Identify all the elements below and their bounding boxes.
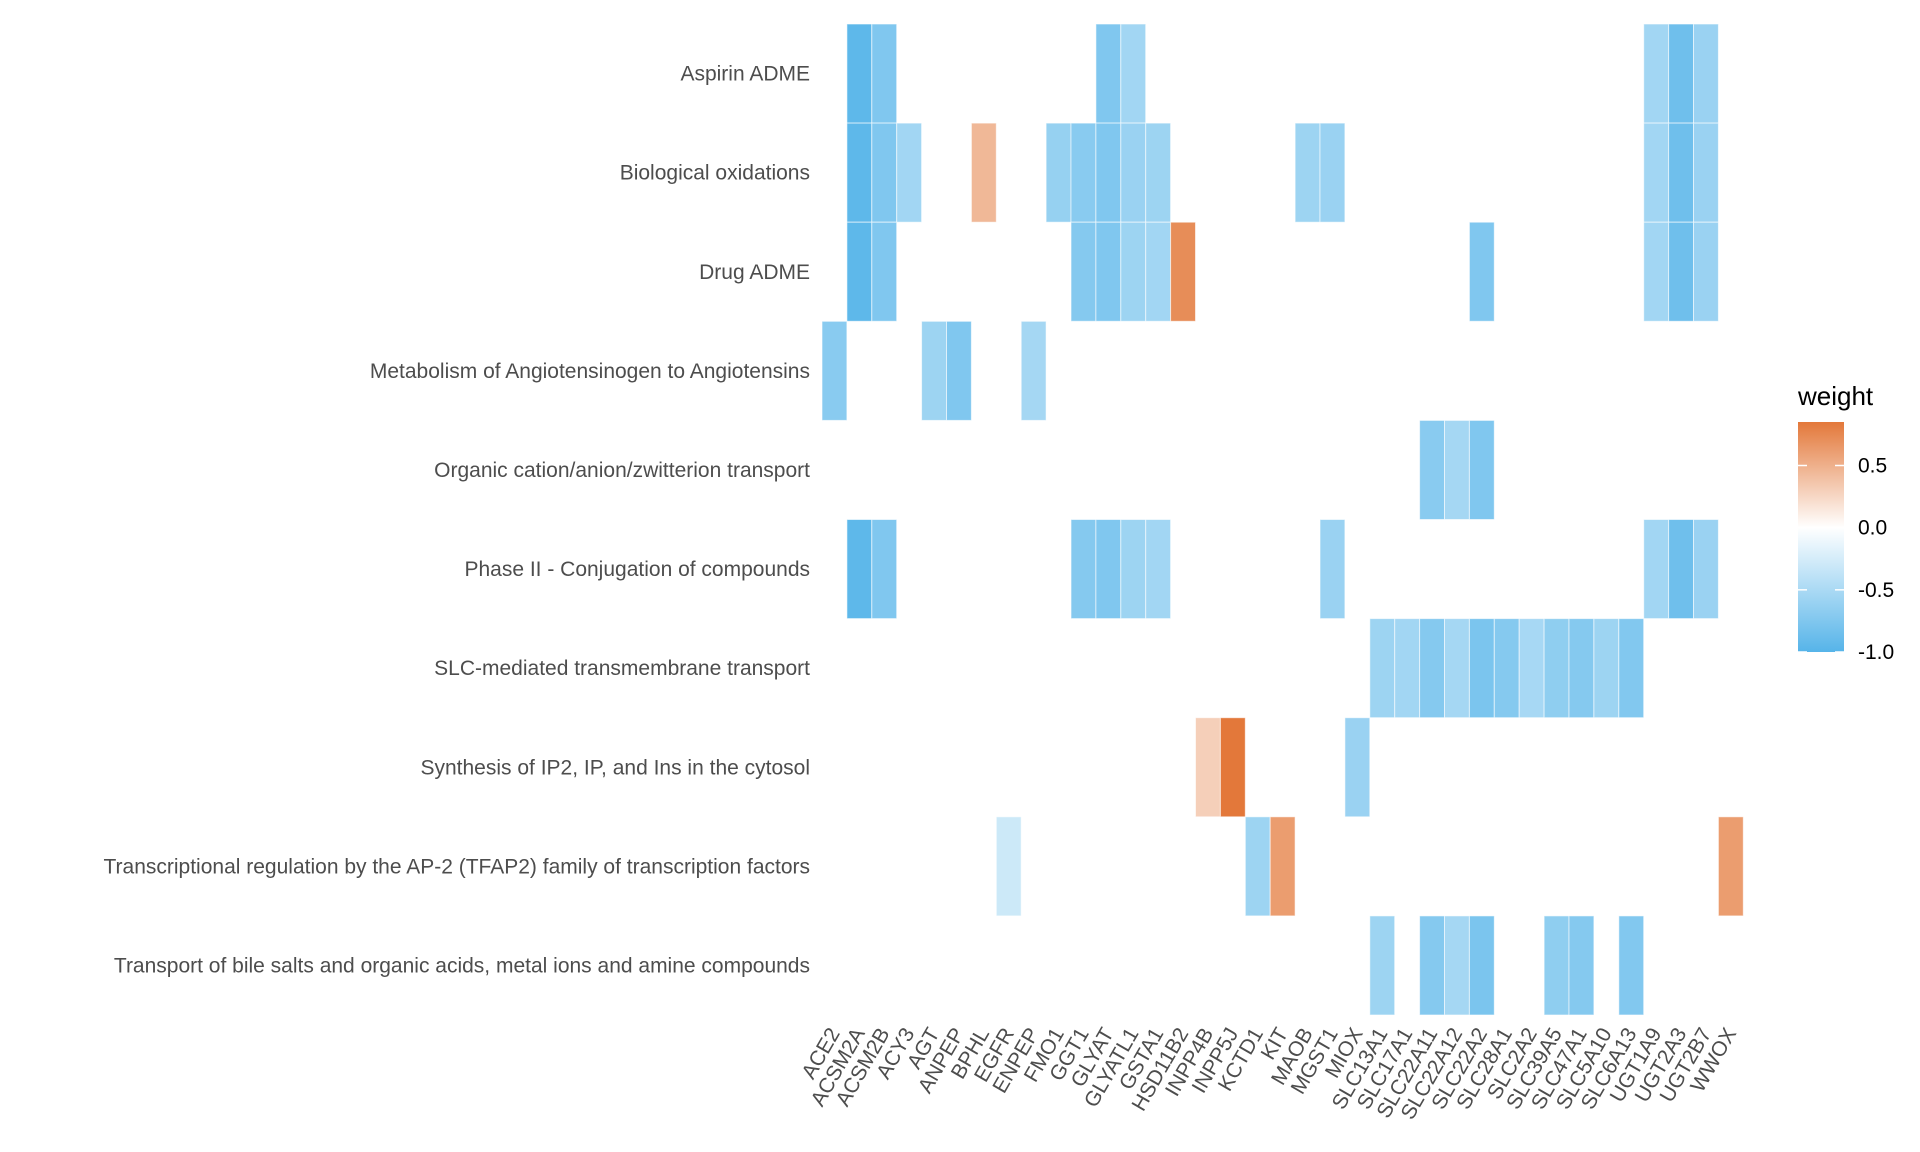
heatmap-cell [1643,23,1670,124]
heatmap-cell [821,320,848,421]
heatmap-cell [1145,122,1172,223]
heatmap-cell [1568,915,1595,1016]
y-tick-label: Drug ADME [699,261,810,284]
heatmap-cell [1444,618,1470,719]
y-tick-label: Metabolism of Angiotensinogen to Angiote… [370,360,810,383]
heatmap-cell [1419,618,1445,719]
heatmap-cell [1070,221,1097,322]
heatmap-cell [1145,519,1172,620]
heatmap-cell [1394,618,1421,719]
heatmap-cell [1444,915,1470,1016]
heatmap-cell [1369,915,1396,1016]
heatmap-cell [1468,221,1495,322]
heatmap-cell [1120,122,1147,223]
y-tick-label: SLC-mediated transmembrane transport [434,657,810,680]
y-tick-label: Organic cation/anion/zwitterion transpor… [434,459,810,482]
heatmap-cell [1518,618,1545,719]
heatmap-cell [1319,122,1346,223]
legend-tick-label: -1.0 [1858,641,1894,664]
heatmap-cell [1020,320,1047,421]
heatmap-cell [921,320,947,421]
heatmap-cell [1170,221,1196,322]
legend: weight 0.5 0.0 -0.5 -1.0 [1797,381,1894,664]
legend-tick-label: -0.5 [1858,579,1894,602]
heatmap-cell [1693,122,1719,223]
legend-colorbar [1798,422,1844,652]
heatmap-cell [1717,816,1744,917]
heatmap-cell [1120,221,1147,322]
heatmap-cell [995,816,1022,917]
y-tick-label: Transport of bile salts and organic acid… [114,954,810,977]
heatmap-cell [1095,122,1122,223]
heatmap-cell [1668,122,1694,223]
heatmap-cell [1643,221,1670,322]
heatmap-cell [1095,23,1122,124]
heatmap-cell [1643,519,1670,620]
heatmap-cell [1095,519,1122,620]
heatmap-cell [1419,915,1445,1016]
heatmap-cell [1693,221,1719,322]
heatmap-cell [871,519,898,620]
heatmap-cell [1219,717,1246,818]
heatmap-cell [1543,915,1570,1016]
y-tick-label: Biological oxidations [620,162,810,185]
heatmap-cells [821,23,1744,1016]
heatmap-cell [1593,618,1620,719]
heatmap-cell [1493,618,1520,719]
y-axis-labels: Aspirin ADME Biological oxidations Drug AD… [103,63,810,978]
legend-title: weight [1797,381,1874,411]
heatmap-cell [1468,419,1495,520]
heatmap-cell [871,23,898,124]
heatmap-cell [1145,221,1172,322]
heatmap-cell [871,221,898,322]
heatmap-cell [1369,618,1396,719]
heatmap-cell [1693,23,1719,124]
heatmap-cell [1095,221,1122,322]
heatmap-cell [1419,419,1445,520]
heatmap-cell [1543,618,1570,719]
y-tick-label: Synthesis of IP2, IP, and Ins in the cyt… [420,756,810,779]
heatmap-cell [946,320,972,421]
heatmap-cell [1693,519,1719,620]
heatmap-cell [1045,122,1072,223]
heatmap-cell [1294,122,1321,223]
heatmap-cell [846,122,873,223]
heatmap-cell [1668,23,1694,124]
heatmap-cell [1643,122,1670,223]
heatmap-cell [846,221,873,322]
heatmap-cell [846,23,873,124]
legend-tick-label: 0.5 [1858,455,1887,478]
heatmap-cell [1120,519,1147,620]
heatmap-cell [1319,519,1346,620]
heatmap-cell [871,122,898,223]
heatmap-cell [1668,519,1694,620]
heatmap-cell [1618,618,1645,719]
heatmap-cell [1244,816,1271,917]
heatmap-cell [1120,23,1147,124]
heatmap-cell [1568,618,1595,719]
heatmap-cell [1344,717,1371,818]
heatmap-cell [846,519,873,620]
heatmap-cell [1444,419,1470,520]
heatmap-cell [1468,618,1495,719]
x-axis-labels: ACE2ACSM2AACSM2BACY3AGTANPEPBPHLEGFRENPE… [797,1024,1741,1124]
y-tick-label: Phase II - Conjugation of compounds [464,558,810,581]
y-tick-label: Transcriptional regulation by the AP-2 (… [103,855,810,878]
heatmap-cell [1195,717,1221,818]
heatmap-cell [1070,519,1097,620]
heatmap-cell [1668,221,1694,322]
heatmap-cell [1618,915,1645,1016]
legend-tick-label: 0.0 [1858,517,1887,540]
heatmap-cell [1269,816,1296,917]
heatmap-cell [970,122,997,223]
heatmap-cell [896,122,923,223]
heatmap-cell [1070,122,1097,223]
heatmap-cell [1468,915,1495,1016]
y-tick-label: Aspirin ADME [680,63,810,86]
